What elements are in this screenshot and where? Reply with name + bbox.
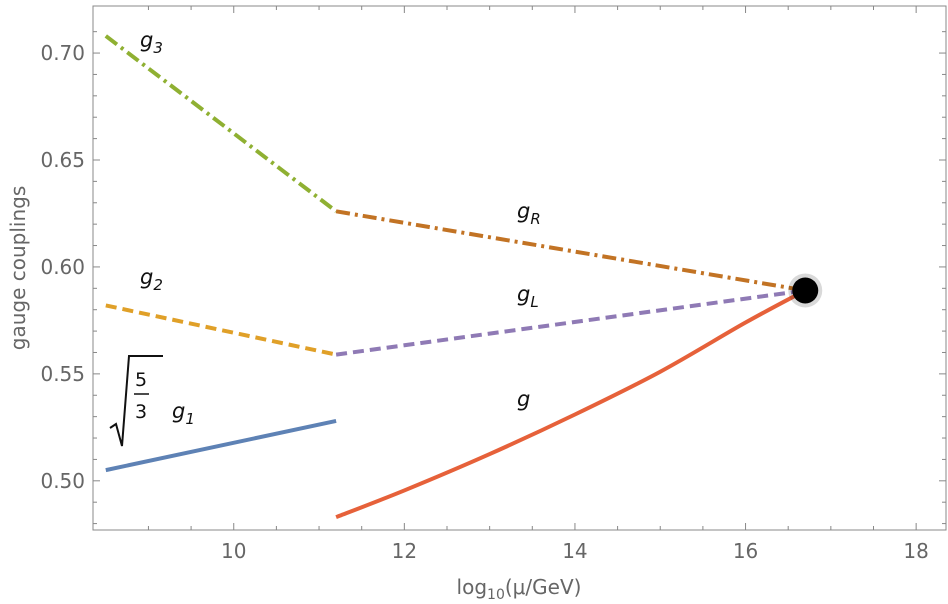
plot-frame [92, 5, 947, 531]
series-line-g3 [104, 34, 338, 213]
x-tick-label: 10 [221, 539, 246, 563]
series-label-gR: gR [517, 199, 541, 228]
x-axis-title-prefix: log [457, 575, 488, 599]
series-group [104, 34, 823, 520]
y-tick-label: 0.50 [40, 469, 85, 493]
y-axis-title: gauge couplings [6, 186, 30, 351]
series-line-gR [335, 209, 806, 293]
series-line-g2 [105, 303, 337, 357]
x-tick-label: 16 [733, 539, 758, 563]
y-tick-label: 0.55 [40, 362, 85, 386]
y-tick-label: 0.65 [40, 148, 85, 172]
series-label-gL: gL [517, 282, 539, 311]
y-tick-label: 0.60 [40, 255, 85, 279]
unification-point [792, 277, 819, 304]
series-label-g2: g2 [140, 265, 163, 294]
series-line-g [335, 288, 807, 520]
x-tick-label: 12 [392, 539, 417, 563]
series-label-group: g3 g2 g1 5 3 gR gL g [109, 28, 541, 447]
x-axis-title-suffix: (μ/GeV) [505, 575, 582, 599]
sqrt-frac-denominator: 3 [135, 401, 147, 423]
sqrt-frac-numerator: 5 [135, 369, 147, 391]
series-line-gL [335, 288, 806, 357]
x-axis-title-sub: 10 [487, 587, 505, 603]
y-tick-label: 0.70 [40, 41, 85, 65]
x-tick-label: 18 [903, 539, 928, 563]
series-line-g1 [105, 418, 337, 473]
series-label-g3: g3 [140, 28, 163, 57]
tick-group: 10 12 14 16 18 0.50 0.55 0.60 0.65 0.70 [40, 6, 946, 563]
x-tick-label: 14 [562, 539, 587, 563]
x-axis-title: log10(μ/GeV) [457, 575, 582, 603]
series-label-g1: g1 [172, 399, 195, 428]
sqrt-radical-icon [109, 355, 163, 447]
series-label-g: g [517, 387, 530, 411]
